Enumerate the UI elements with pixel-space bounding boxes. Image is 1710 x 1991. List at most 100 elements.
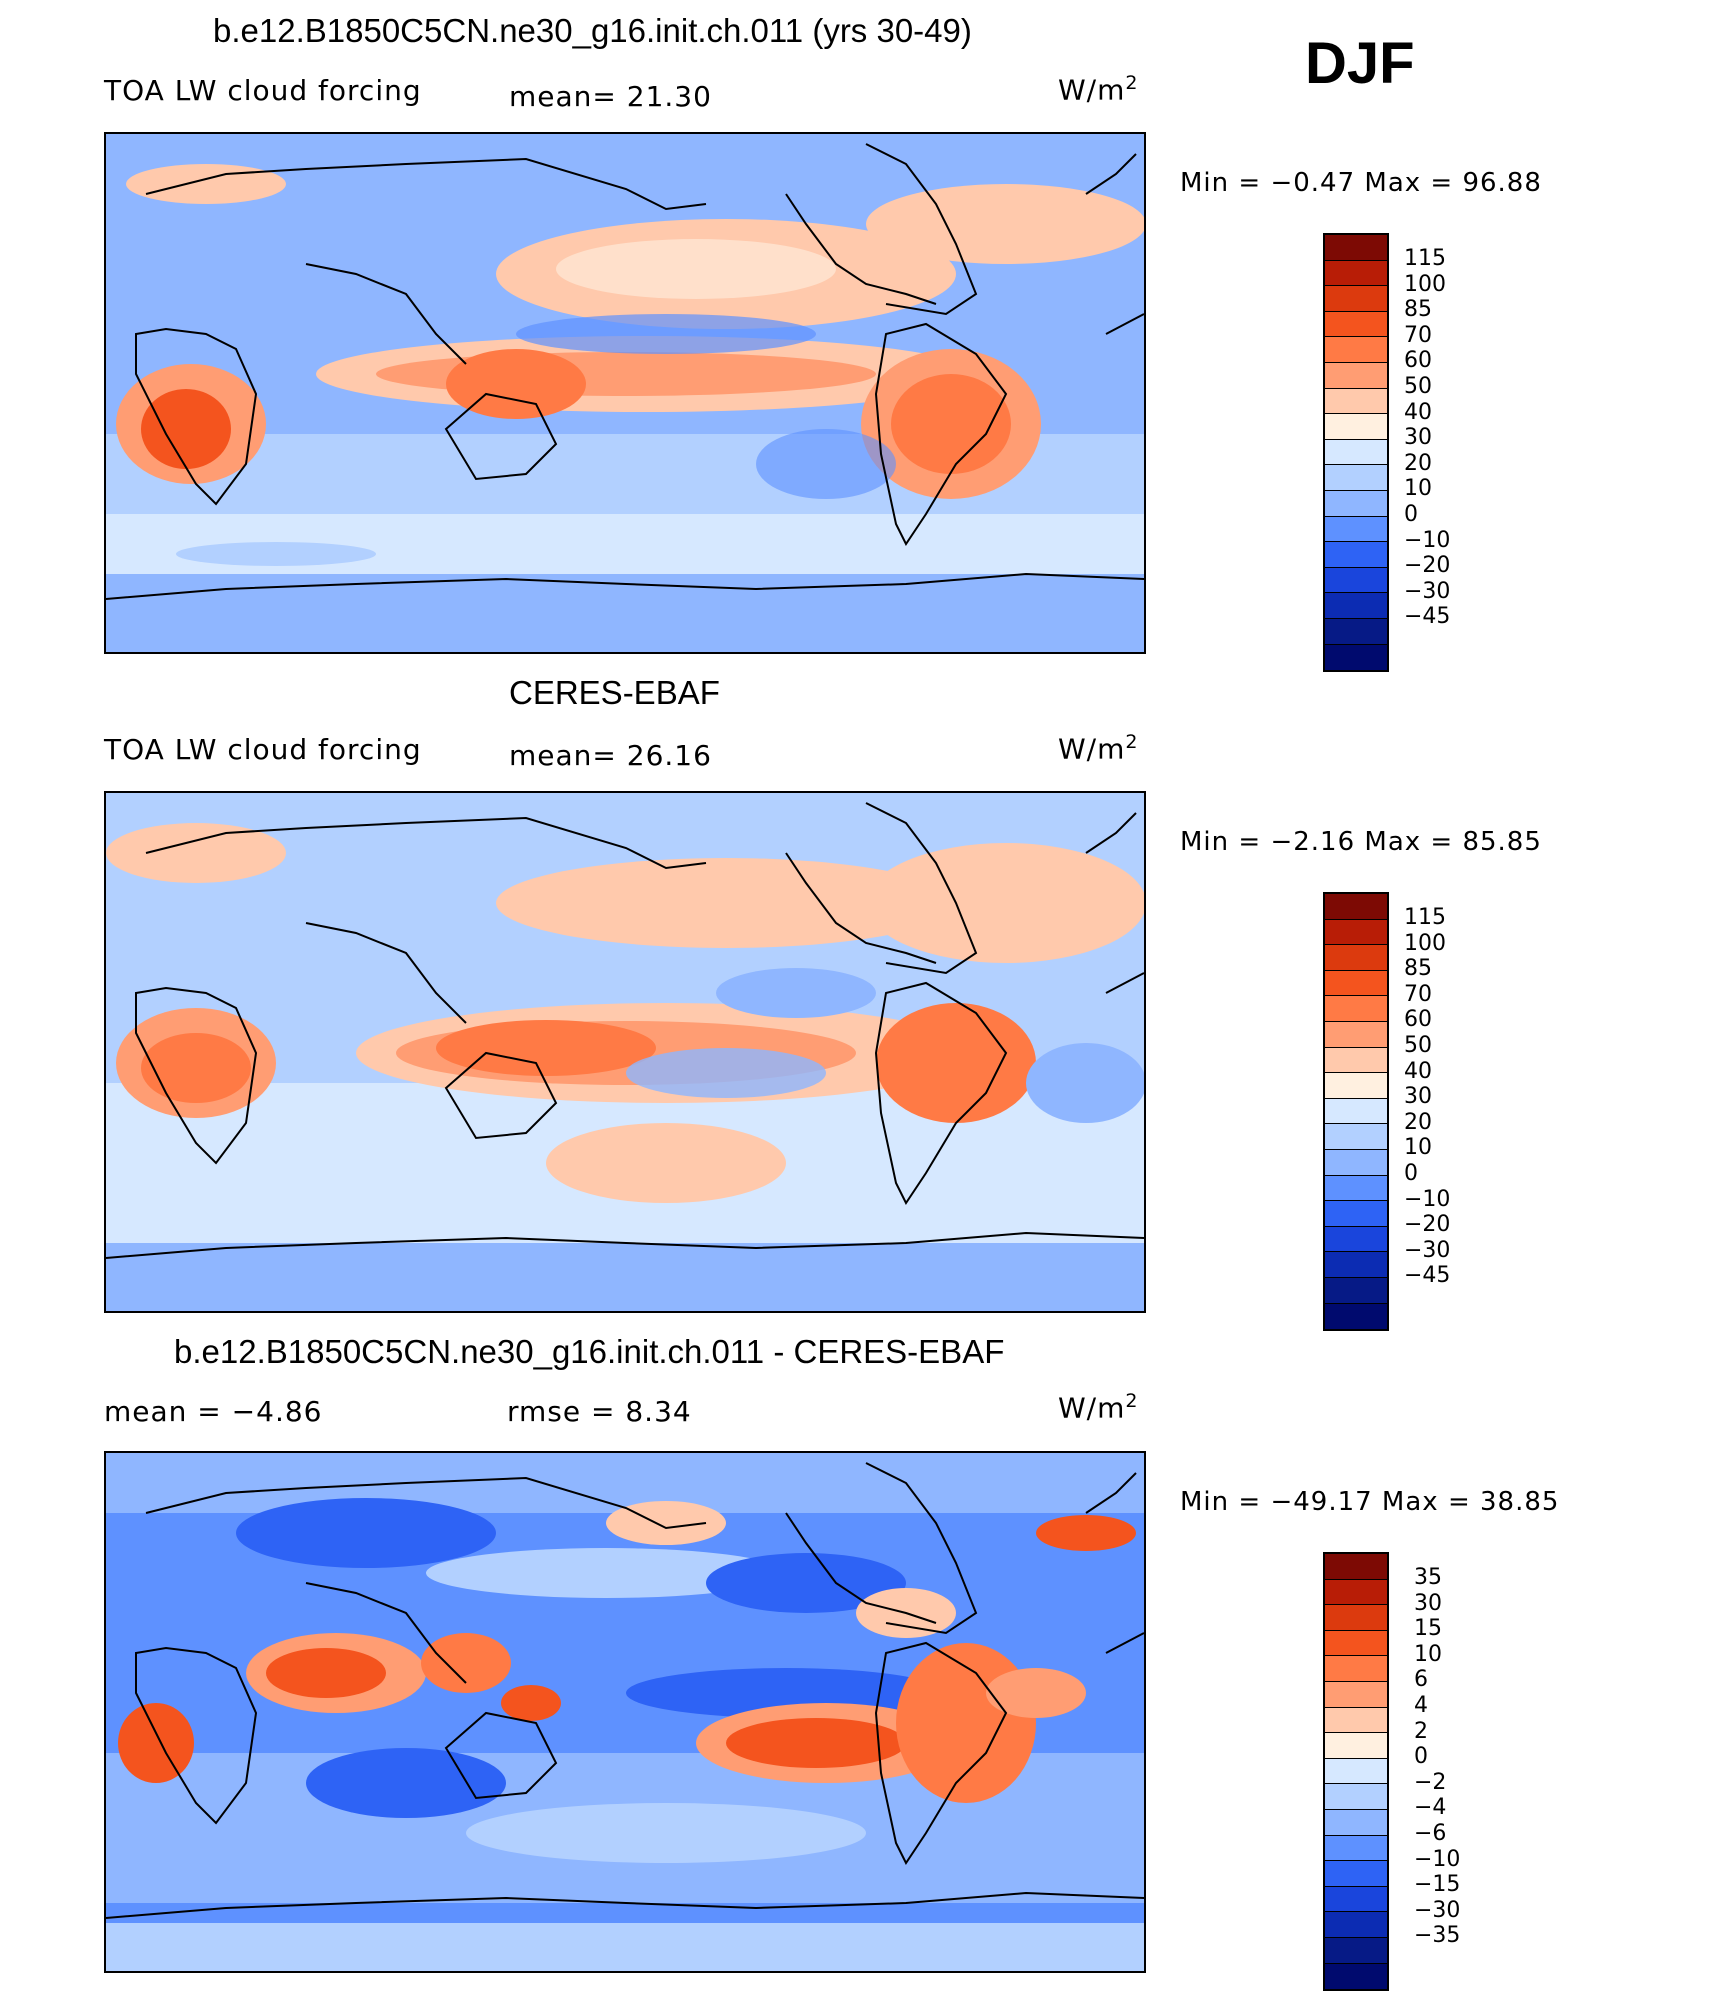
colorbar-swatch: [1325, 1124, 1387, 1150]
colorbar-swatch: [1325, 1605, 1387, 1631]
colorbar-swatch: [1325, 1252, 1387, 1278]
colorbar-tick-label: 70: [1404, 322, 1432, 348]
panel-3-rmse-label: rmse = 8.34: [507, 1395, 692, 1428]
colorbar-swatch: [1325, 1784, 1387, 1810]
colorbar-tick-label: −4: [1414, 1795, 1447, 1821]
colorbar-tick-label: −20: [1404, 553, 1451, 579]
colorbar-tick-label: 115: [1404, 905, 1446, 930]
colorbar-tick-label: 0: [1404, 502, 1418, 527]
season-label: DJF: [1305, 31, 1415, 96]
panel-3-min-max: Min = −49.17 Max = 38.85: [1180, 1487, 1560, 1517]
colorbar-tick-label: −10: [1404, 527, 1451, 553]
colorbar-swatch: [1325, 465, 1387, 491]
colorbar-tick-label: 50: [1404, 1033, 1432, 1058]
colorbar-swatch: [1325, 894, 1387, 920]
colorbar-tick-label: −45: [1404, 604, 1451, 630]
colorbar-swatch: [1325, 996, 1387, 1022]
colorbar-swatch: [1325, 567, 1387, 594]
colorbar-tick-label: 20: [1404, 1109, 1432, 1135]
panel-3-mean-label: mean = −4.86: [104, 1395, 323, 1428]
colorbar-tick-label: 6: [1414, 1667, 1428, 1693]
colorbar-swatch: [1325, 1226, 1387, 1253]
panel-3-map: [104, 1451, 1146, 1973]
panel-1-variable-label: TOA LW cloud forcing: [104, 74, 422, 107]
colorbar-swatch: [1325, 970, 1387, 997]
colorbar-swatch: [1325, 1707, 1387, 1734]
colorbar-swatch: [1325, 1554, 1387, 1580]
colorbar-swatch: [1325, 1149, 1387, 1176]
colorbar-swatch: [1325, 1963, 1387, 1990]
panel-1-map-svg: [106, 134, 1144, 652]
colorbar-tick-label: −30: [1404, 1237, 1451, 1263]
panel-1-colorbar: [1323, 233, 1389, 673]
panel-1-min-max: Min = −0.47 Max = 96.88: [1180, 168, 1542, 198]
colorbar-swatch: [1325, 919, 1387, 946]
colorbar-swatch: [1325, 1861, 1387, 1887]
colorbar-tick-label: −15: [1414, 1872, 1461, 1898]
colorbar-swatch: [1325, 1047, 1387, 1074]
colorbar-swatch: [1325, 1809, 1387, 1836]
colorbar-swatch: [1325, 1681, 1387, 1708]
colorbar-tick-label: −10: [1414, 1846, 1461, 1872]
colorbar-tick-label: 10: [1404, 476, 1432, 502]
colorbar-swatch: [1325, 1656, 1387, 1682]
colorbar-swatch: [1325, 542, 1387, 568]
colorbar-swatch: [1325, 260, 1387, 287]
colorbar-swatch: [1325, 1303, 1387, 1330]
panel-3-map-svg: [106, 1453, 1144, 1971]
colorbar-tick-label: 35: [1414, 1565, 1442, 1590]
colorbar-swatch: [1325, 1835, 1387, 1862]
colorbar-tick-label: 60: [1404, 348, 1432, 374]
panel-1-map: [104, 132, 1146, 654]
colorbar-swatch: [1325, 388, 1387, 415]
colorbar-swatch: [1325, 1073, 1387, 1099]
colorbar-swatch: [1325, 1201, 1387, 1227]
colorbar-swatch: [1325, 1579, 1387, 1606]
panel-2-title: CERES-EBAF: [509, 674, 720, 711]
colorbar-swatch: [1325, 311, 1387, 338]
colorbar-tick-label: 0: [1404, 1161, 1418, 1186]
colorbar-tick-label: 85: [1404, 956, 1432, 982]
colorbar-swatch: [1325, 1758, 1387, 1785]
colorbar-swatch: [1325, 490, 1387, 517]
panel-2-colorbar: [1323, 892, 1389, 1332]
colorbar-swatch: [1325, 618, 1387, 645]
colorbar-swatch: [1325, 1937, 1387, 1964]
colorbar-swatch: [1325, 1886, 1387, 1913]
colorbar-swatch: [1325, 516, 1387, 543]
colorbar-tick-label: 70: [1404, 981, 1432, 1007]
colorbar-tick-label: 15: [1414, 1616, 1442, 1642]
colorbar-tick-label: 30: [1414, 1590, 1442, 1616]
colorbar-tick-label: 10: [1404, 1135, 1432, 1161]
panel-1-title: b.e12.B1850C5CN.ne30_g16.init.ch.011 (yr…: [213, 12, 972, 49]
panel-3-colorbar: [1323, 1552, 1389, 1991]
colorbar-swatch: [1325, 1912, 1387, 1938]
colorbar-swatch: [1325, 337, 1387, 363]
colorbar-tick-label: −10: [1404, 1186, 1451, 1212]
colorbar-swatch: [1325, 235, 1387, 261]
colorbar-swatch: [1325, 439, 1387, 466]
colorbar-tick-label: 40: [1404, 1058, 1432, 1084]
colorbar-tick-label: 30: [1404, 1084, 1432, 1110]
colorbar-swatch: [1325, 1277, 1387, 1304]
colorbar-swatch: [1325, 1630, 1387, 1657]
panel-1-units: W/m2: [1058, 72, 1139, 107]
colorbar-swatch: [1325, 945, 1387, 971]
colorbar-tick-label: 2: [1414, 1718, 1428, 1744]
colorbar-tick-label: 4: [1414, 1693, 1428, 1718]
colorbar-tick-label: 100: [1404, 930, 1446, 956]
colorbar-swatch: [1325, 593, 1387, 619]
colorbar-tick-label: 30: [1404, 425, 1432, 451]
panel-1-mean-label: mean= 21.30: [509, 80, 712, 113]
colorbar-tick-label: −30: [1414, 1897, 1461, 1923]
panel-3-units: W/m2: [1058, 1390, 1139, 1425]
colorbar-swatch: [1325, 1175, 1387, 1202]
colorbar-tick-label: 40: [1404, 399, 1432, 425]
panel-2-map: [104, 791, 1146, 1313]
colorbar-tick-label: 0: [1414, 1744, 1428, 1770]
colorbar-tick-label: 50: [1404, 374, 1432, 399]
colorbar-tick-label: −30: [1404, 578, 1451, 604]
colorbar-tick-label: 20: [1404, 450, 1432, 476]
panel-2-map-svg: [106, 793, 1144, 1311]
colorbar-tick-label: 60: [1404, 1007, 1432, 1033]
